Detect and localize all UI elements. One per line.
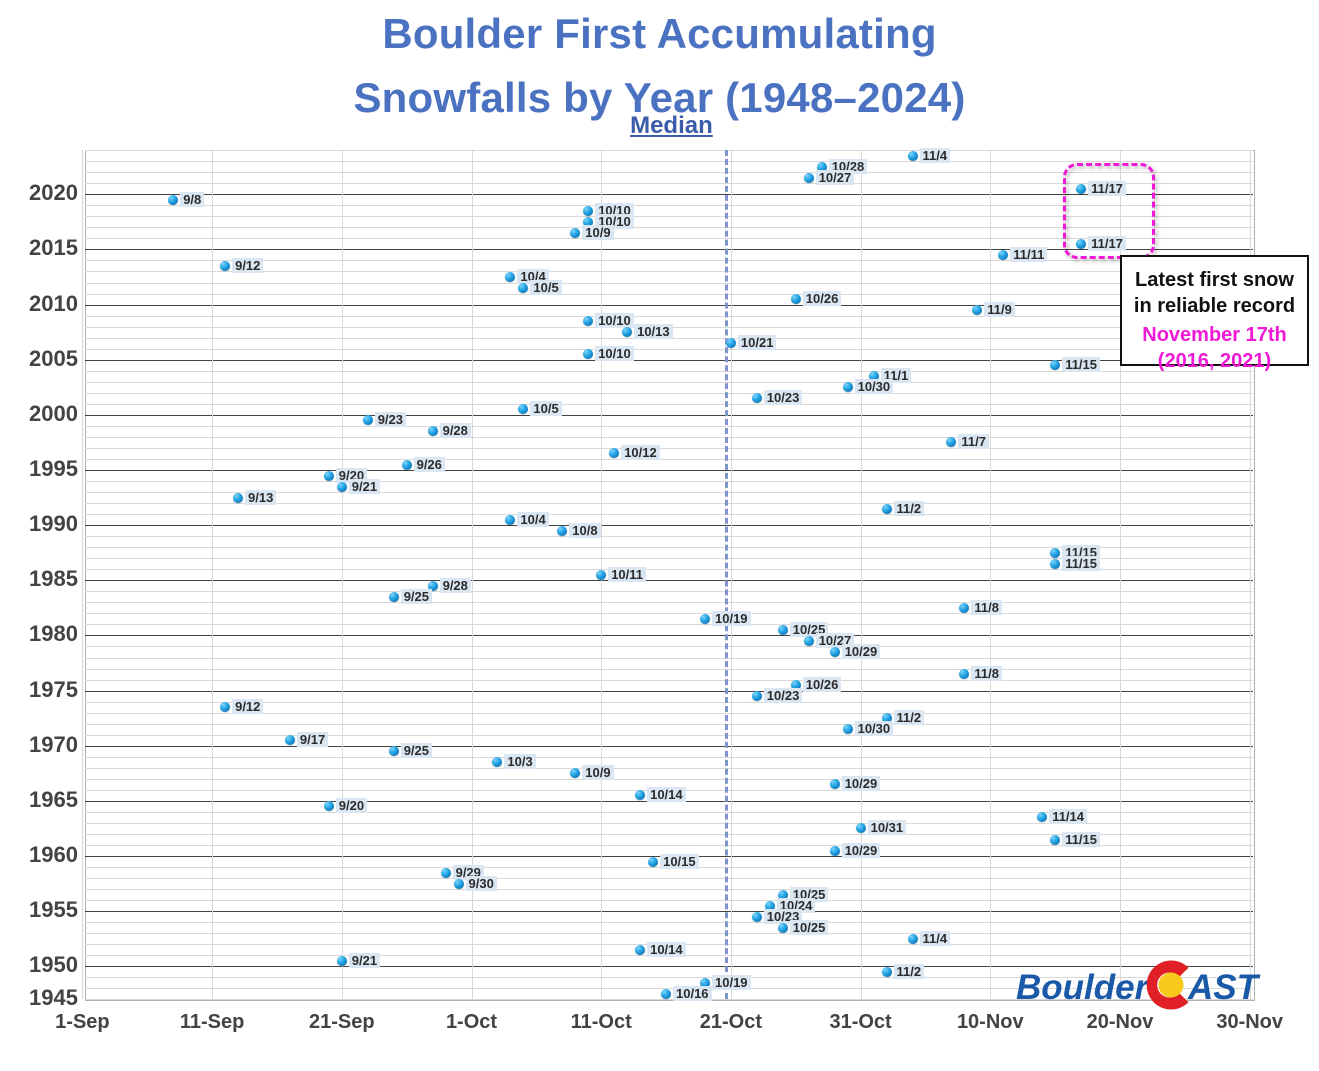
svg-text:AST: AST <box>1187 968 1261 1007</box>
svg-text:Boulder: Boulder <box>1016 968 1151 1007</box>
